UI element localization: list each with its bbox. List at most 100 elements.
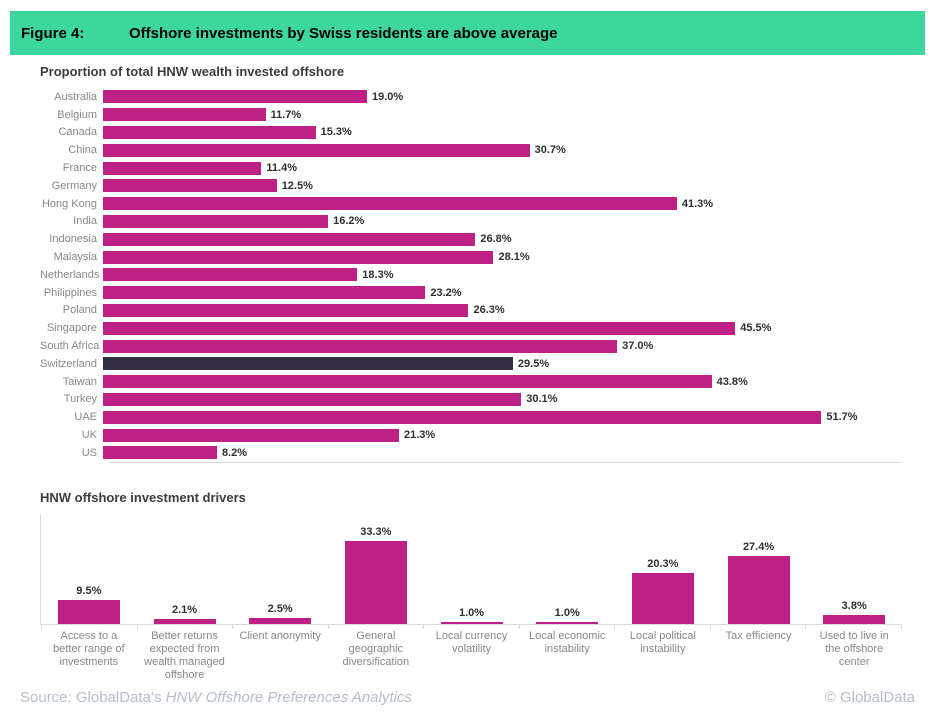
source-title: HNW Offshore Preferences Analytics: [165, 689, 412, 706]
value-label: 45.5%: [740, 322, 772, 335]
bar: [103, 179, 277, 193]
figure-label: Figure 4:: [21, 24, 85, 42]
category-label: UAE: [74, 411, 97, 424]
bar-row: Poland 26.3%: [40, 302, 902, 320]
bar-track: 43.8%: [103, 373, 902, 391]
bar-row: UAE 51.7%: [40, 408, 902, 426]
bar-row: India 16.2%: [40, 213, 902, 231]
bar: [103, 250, 494, 264]
bar-row: Netherlands 18.3%: [40, 266, 902, 284]
bar-track: 19.0%: [103, 88, 902, 106]
bar-column: 3.8%: [806, 514, 902, 624]
bar-row: US 8.2%: [40, 444, 902, 462]
bar: [103, 339, 618, 353]
investment-drivers-chart: HNW offshore investment drivers 9.5% 2.1%…: [40, 490, 902, 682]
bar-row: Australia 19.0%: [40, 88, 902, 106]
bar: [103, 232, 476, 246]
axis-tick: [327, 625, 329, 629]
category-label: Canada: [58, 126, 97, 139]
value-label: 12.5%: [281, 179, 313, 192]
bar-track: 21.3%: [103, 426, 902, 444]
bar-track: 41.3%: [103, 195, 902, 213]
bar: [631, 573, 694, 624]
axis-tick: [900, 625, 902, 629]
bar-row: Indonesia 26.8%: [40, 230, 902, 248]
figure-header: Figure 4: Offshore investments by Swiss …: [10, 11, 925, 55]
category-label: US: [81, 446, 97, 459]
axis-tick: [41, 625, 42, 629]
bar: [103, 268, 358, 282]
bar-row: Canada 15.3%: [40, 124, 902, 142]
bar: [103, 303, 469, 317]
bar: [103, 108, 266, 122]
value-label: 19.0%: [372, 90, 404, 103]
value-label: 2.5%: [267, 602, 293, 615]
figure-footer: Source: GlobalData’s HNW Offshore Prefer…: [20, 689, 915, 706]
vbar-labels: Access to a better range of investments B…: [41, 629, 902, 682]
axis-tick: [709, 625, 711, 629]
category-label: Singapore: [46, 322, 97, 335]
category-label: Hong Kong: [41, 197, 97, 210]
bar: [536, 621, 599, 624]
hbar-rows: Australia 19.0% Belgium 11.7% Canada 15.3% Chi…: [40, 88, 902, 462]
bar-row: Switzerland 29.5%: [40, 355, 902, 373]
offshore-proportion-chart: Proportion of total HNW wealth invested …: [40, 64, 902, 463]
bar-row: China 30.7%: [40, 141, 902, 159]
bar-track: 11.4%: [103, 159, 902, 177]
bar-row: Germany 12.5%: [40, 177, 902, 195]
bar-column: 1.0%: [519, 514, 615, 624]
bar: [440, 621, 503, 624]
chart1-title: Proportion of total HNW wealth invested …: [40, 64, 345, 79]
bar: [57, 600, 120, 624]
bar: [727, 555, 790, 624]
category-label: Belgium: [57, 108, 97, 121]
bar: [103, 161, 262, 175]
value-label: 41.3%: [681, 197, 714, 210]
source-note: Source: GlobalData’s HNW Offshore Prefer…: [20, 689, 412, 706]
value-label: 11.4%: [266, 162, 297, 175]
chart2-title: HNW offshore investment drivers: [40, 490, 246, 505]
bar-column: 33.3%: [328, 514, 424, 624]
bar-track: 30.1%: [103, 391, 902, 409]
value-label: 33.3%: [360, 525, 392, 538]
bar: [103, 410, 822, 424]
bar: [103, 428, 399, 442]
category-label: Taiwan: [62, 375, 97, 388]
bar-row: France 11.4%: [40, 159, 902, 177]
category-label: Philippines: [43, 286, 97, 299]
value-label: 2.1%: [171, 603, 198, 616]
bar-track: 28.1%: [103, 248, 902, 266]
value-label: 27.4%: [742, 540, 775, 553]
bar-row: Taiwan 43.8%: [40, 373, 902, 391]
bar-column: 2.1%: [137, 514, 233, 624]
category-label: Germany: [51, 179, 97, 192]
bar: [103, 446, 217, 460]
value-label: 28.1%: [498, 251, 530, 264]
bar: [103, 392, 522, 406]
category-label: France: [62, 162, 97, 175]
bar-column: 9.5%: [41, 514, 137, 624]
category-label: Malaysia: [53, 251, 97, 264]
category-label: UK: [81, 429, 97, 442]
category-label: India: [73, 215, 97, 228]
bar: [103, 197, 677, 211]
bar-column: 20.3%: [615, 514, 711, 624]
bar: [249, 617, 312, 624]
category-label: Turkey: [63, 393, 97, 406]
category-label: Access to a better range of investments: [53, 630, 125, 668]
bar: [103, 90, 368, 104]
bar-row: UK 21.3%: [40, 426, 902, 444]
value-label: 20.3%: [647, 558, 679, 571]
category-label: Local currency volatility: [435, 630, 508, 655]
bar: [103, 214, 329, 228]
bar-column: 27.4%: [711, 514, 807, 624]
category-label: Used to live in the offshore center: [819, 630, 889, 668]
bar: [103, 375, 712, 389]
category-label: Local economic instability: [528, 630, 606, 655]
value-label: 29.5%: [517, 357, 550, 370]
value-label: 51.7%: [826, 411, 858, 424]
category-label: China: [68, 144, 97, 157]
value-label: 21.3%: [403, 429, 436, 442]
category-label: Australia: [54, 90, 97, 103]
